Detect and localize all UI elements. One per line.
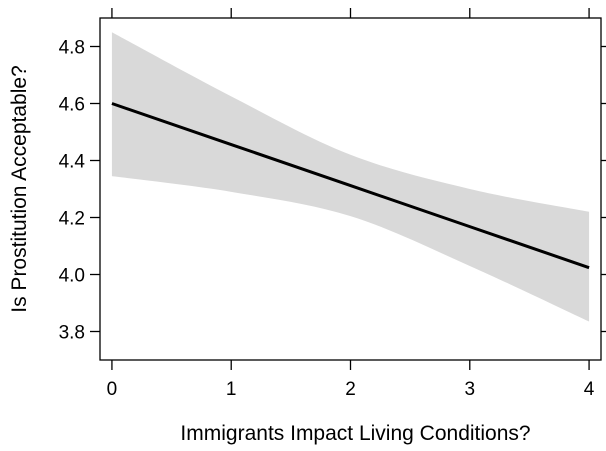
fit-line — [111, 102, 590, 270]
x-tick-label: 3 — [464, 379, 475, 400]
x-tick-label: 2 — [345, 379, 356, 400]
y-tick-label: 4.0 — [59, 266, 85, 287]
x-tick-label: 1 — [226, 379, 237, 400]
confidence-band-layer — [111, 32, 590, 322]
y-axis-title: Is Prostitution Acceptable? — [8, 65, 31, 312]
confidence-band — [111, 32, 590, 322]
x-tick-label: 4 — [584, 379, 595, 400]
top-tick-marks — [111, 8, 590, 18]
right-tick-marks — [601, 45, 606, 333]
y-tick-label: 4.6 — [59, 95, 85, 116]
x-axis: 0 1 2 3 4 — [107, 360, 595, 400]
y-tick-label: 3.8 — [59, 323, 85, 344]
y-axis: 3.8 4.0 4.2 4.4 4.6 4.8 — [59, 38, 100, 344]
x-tick-label: 0 — [107, 379, 118, 400]
y-tick-label: 4.2 — [59, 209, 85, 230]
fit-line-layer — [111, 102, 590, 270]
y-tick-label: 4.8 — [59, 38, 85, 59]
x-axis-title: Immigrants Impact Living Conditions? — [180, 422, 530, 445]
y-tick-label: 4.4 — [59, 152, 86, 173]
